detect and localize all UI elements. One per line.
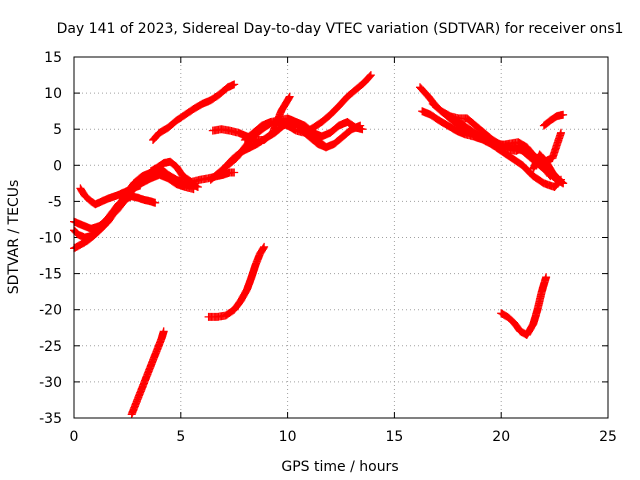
y-tick-label: -5	[48, 194, 62, 210]
series-markers	[76, 181, 145, 209]
series-markers	[443, 110, 565, 191]
x-tick-label: 0	[70, 429, 79, 445]
x-tick-label: 15	[385, 429, 403, 445]
series-arc-17	[443, 110, 565, 191]
x-tick-label: 25	[599, 429, 617, 445]
y-tick-label: -30	[39, 375, 62, 391]
y-tick-label: -20	[39, 303, 62, 319]
series-arc-11	[296, 121, 365, 152]
series-arc-20	[497, 273, 551, 339]
y-tick-label: 10	[44, 86, 62, 102]
data-series	[70, 71, 568, 419]
x-tick-label: 10	[279, 429, 297, 445]
series-markers	[296, 121, 365, 152]
y-tick-label: 0	[53, 158, 62, 174]
series-markers	[149, 80, 239, 144]
series-arc-10	[240, 114, 367, 144]
series-markers	[497, 273, 551, 339]
series-arc-18	[529, 150, 568, 188]
y-tick-label: 15	[44, 50, 62, 66]
y-tick-label: -10	[39, 231, 62, 247]
series-markers	[204, 242, 269, 321]
plot-frame	[73, 56, 609, 419]
series-markers	[240, 114, 367, 144]
x-tick-label: 20	[492, 429, 510, 445]
chart-title: Day 141 of 2023, Sidereal Day-to-day VTE…	[57, 21, 624, 37]
series-arc-12	[127, 327, 168, 419]
series-arc-4	[76, 181, 145, 209]
y-tick-label: -25	[39, 339, 62, 355]
series-arc-13	[204, 242, 269, 321]
y-tick-label: -35	[39, 411, 62, 427]
series-arc-6	[149, 80, 239, 144]
y-tick-label: -15	[39, 267, 62, 283]
y-tick-label: 5	[53, 122, 62, 138]
series-markers	[529, 150, 568, 188]
y-axis-label: SDTVAR / TECUs	[6, 180, 22, 295]
x-axis-label: GPS time / hours	[281, 459, 398, 475]
series-markers	[127, 327, 168, 419]
x-tick-label: 5	[176, 429, 185, 445]
series-markers	[539, 110, 568, 130]
series-arc-19	[539, 110, 568, 130]
axis-ticks: 0 5 10 15 20 25 -35 -30 -25 -20 -15 -10 -5 0 5 10 15	[39, 50, 617, 445]
